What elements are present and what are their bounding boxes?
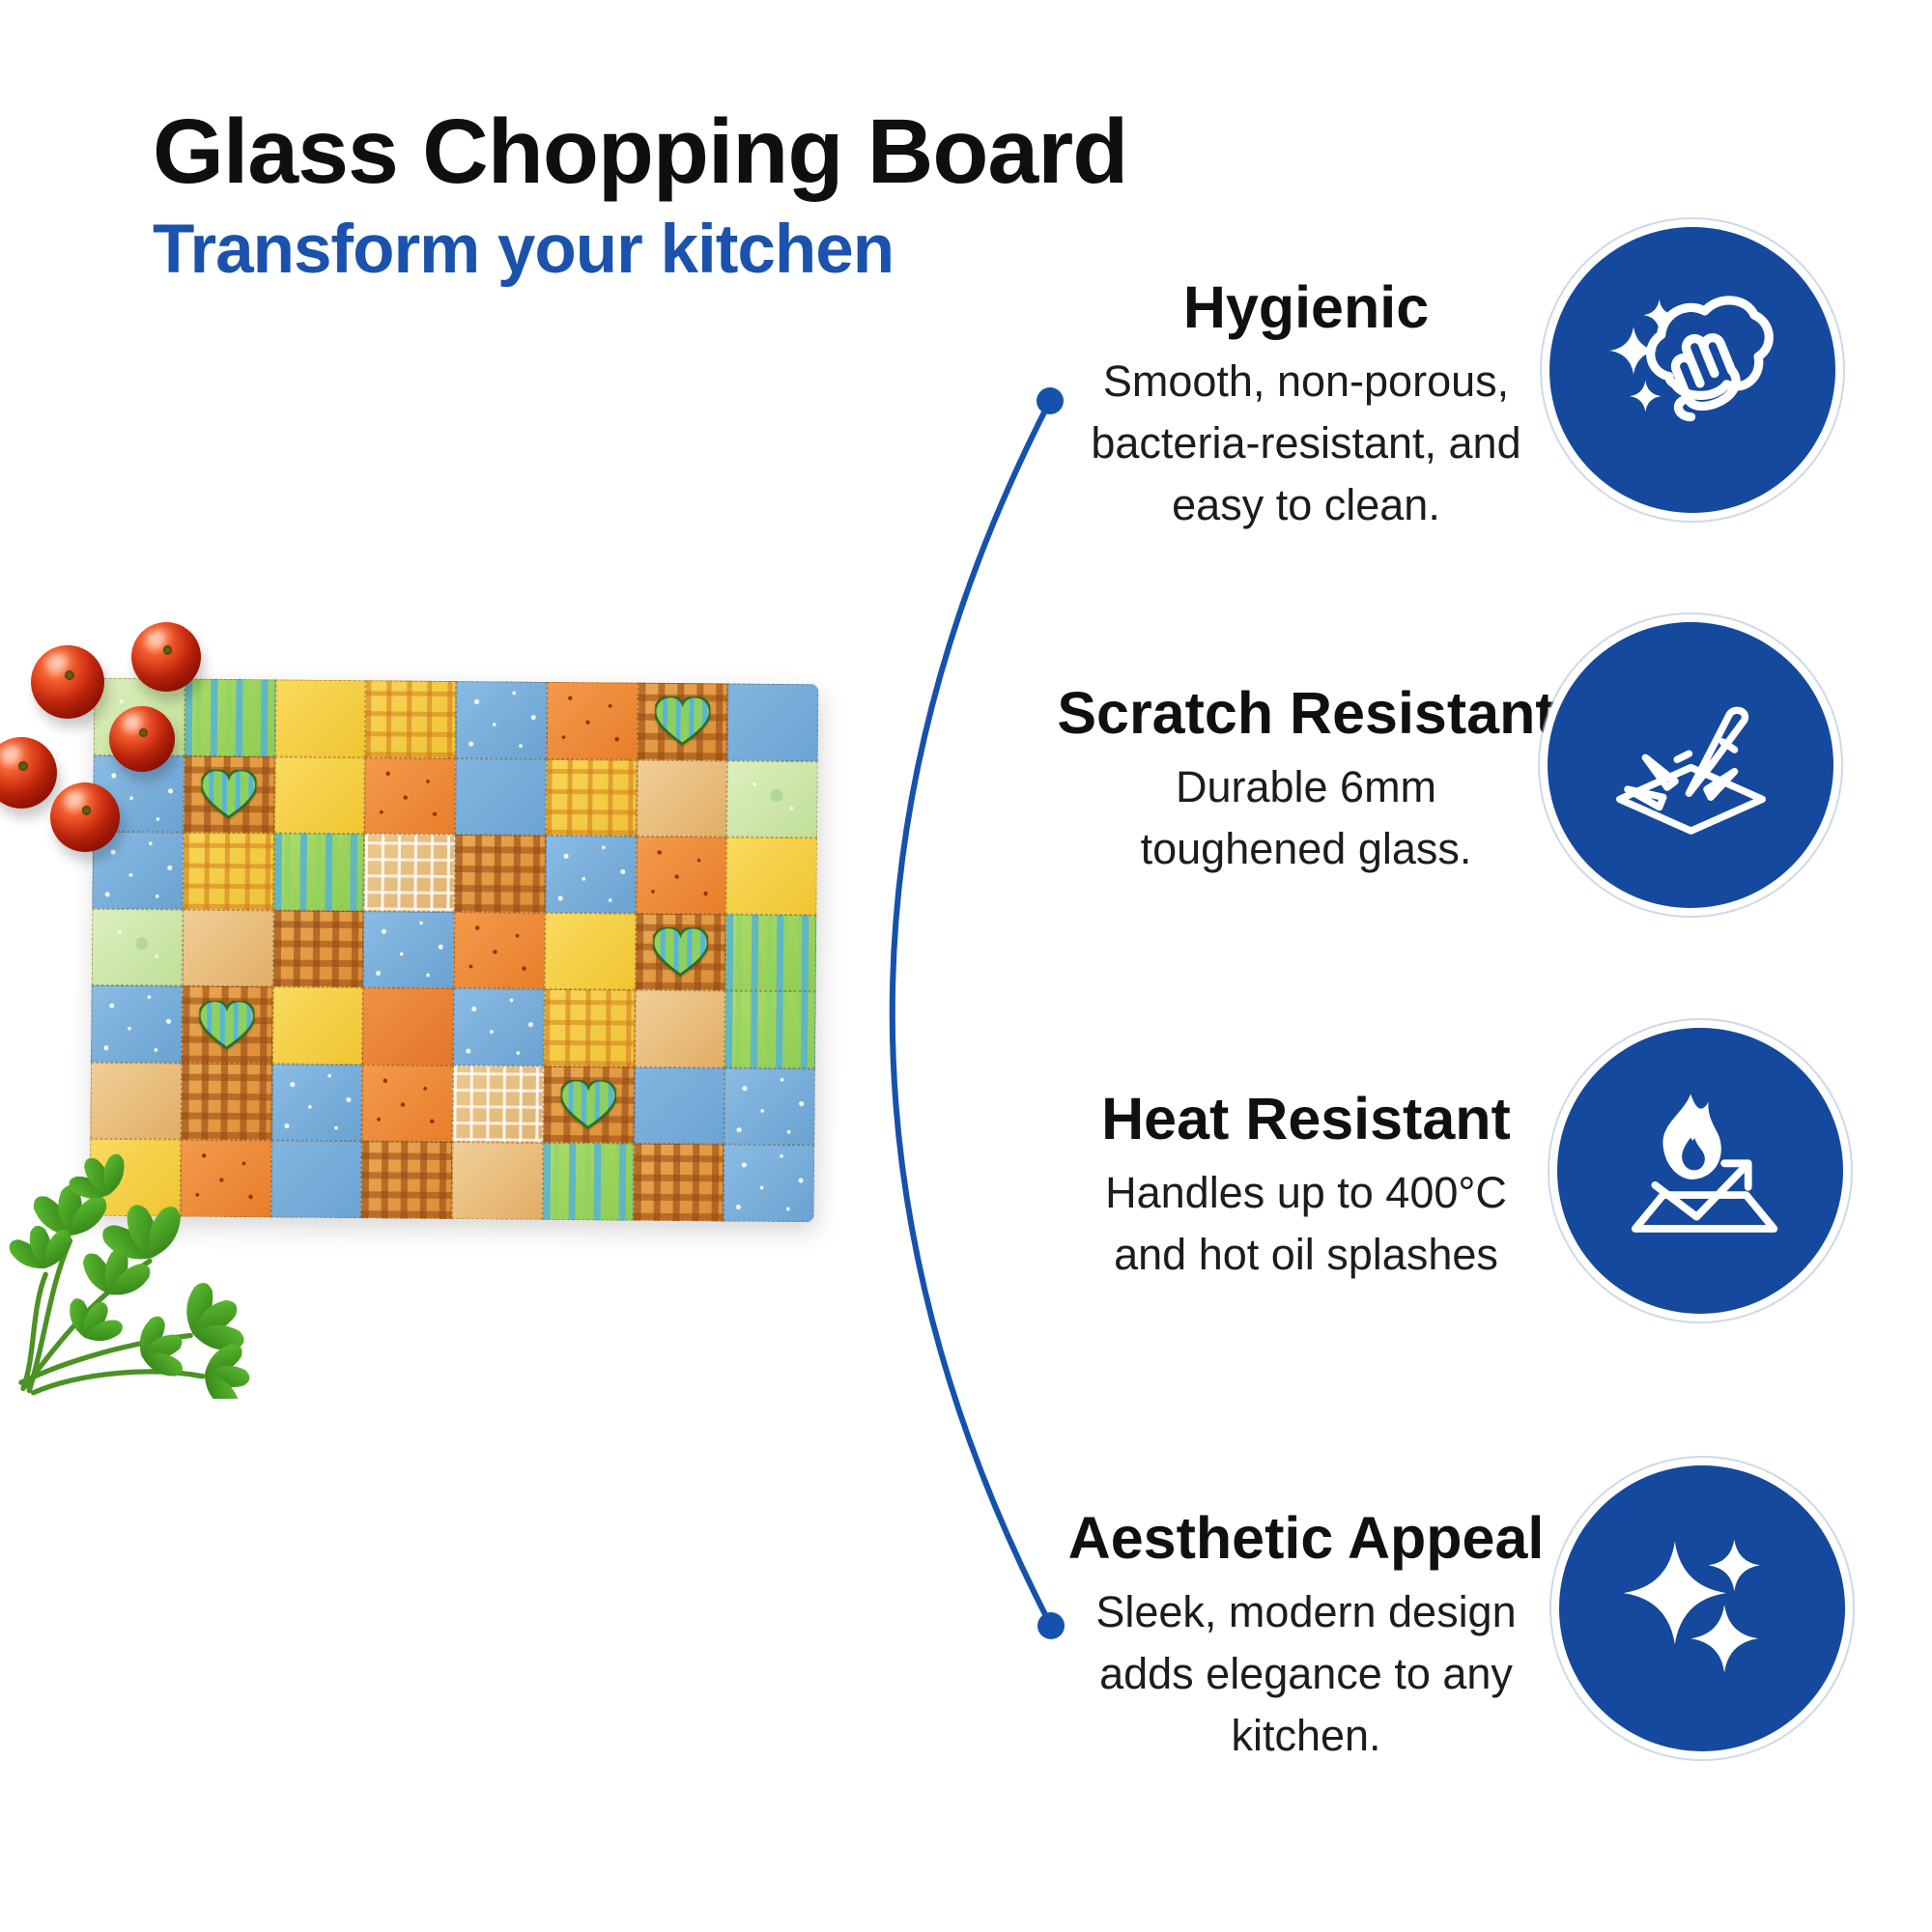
board-patch-bd: [545, 835, 637, 914]
board-patch-wp: [452, 1065, 544, 1144]
board-patch-gs: [272, 833, 365, 911]
page-subtitle: Transform your kitchen: [153, 212, 895, 288]
board-patch-bd: [455, 681, 548, 759]
board-patch-bd: [452, 988, 545, 1066]
cherry-tomato: [50, 782, 120, 852]
board-patch-bd: [723, 1144, 815, 1223]
feature-title: Heat Resistant: [1101, 1086, 1511, 1151]
feature-body: Sleek, modern design adds elegance to an…: [1095, 1587, 1517, 1760]
board-patch-yp: [545, 758, 638, 837]
feature-body: Handles up to 400°C and hot oil splashes: [1105, 1168, 1507, 1280]
heat-resistant-icon-circle: [1557, 1028, 1843, 1314]
board-patch-tn: [636, 759, 727, 838]
board-patch-op: [633, 1144, 724, 1222]
board-patch-yp: [183, 832, 274, 911]
board-patch-bl: [633, 1066, 725, 1145]
feature-heat-resistant: Heat Resistant Handles up to 400°C and h…: [1026, 1084, 1586, 1286]
board-patch-od: [364, 756, 456, 836]
cherry-tomato: [31, 645, 104, 719]
board-patch-tn: [182, 909, 273, 987]
board-patch-lg: [726, 760, 818, 838]
board-patch-od: [635, 836, 727, 915]
cherry-tomato: [109, 706, 175, 772]
board-patch-yl: [725, 837, 818, 915]
board-patch-bl: [726, 683, 819, 761]
board-patch-hp: [181, 985, 273, 1065]
feature-title: Hygienic: [1182, 274, 1430, 340]
board-patch-or: [362, 987, 454, 1065]
board-patch-bd: [362, 910, 455, 989]
feature-body: Smooth, non-porous, bacteria-resistant, …: [1091, 356, 1521, 529]
board-patch-yl: [544, 912, 636, 990]
feature-title: Scratch Resistant: [1057, 680, 1555, 746]
board-patch-hp: [543, 1065, 635, 1145]
feature-scratch-resistant: Scratch Resistant Durable 6mm toughened …: [1026, 678, 1586, 880]
board-patch-yl: [273, 755, 365, 835]
sparkles-icon: [1623, 1539, 1760, 1672]
cherry-tomato: [0, 737, 57, 809]
feature-title: Aesthetic Appeal: [1067, 1505, 1545, 1571]
board-patch-tn: [451, 1142, 544, 1220]
feature-body: Durable 6mm toughened glass.: [1140, 762, 1472, 874]
board-patch-op: [360, 1141, 453, 1219]
board-patch-od: [361, 1065, 453, 1143]
page-title: Glass Chopping Board: [153, 100, 1128, 203]
board-patch-od: [453, 911, 546, 990]
scratch-resistant-icon-circle: [1548, 622, 1833, 908]
aesthetic-appeal-icon-circle: [1559, 1465, 1845, 1751]
board-patch-lg: [91, 908, 184, 986]
parsley-garnish: [0, 1141, 261, 1399]
board-patch-bd: [724, 1067, 815, 1146]
board-patch-hp: [637, 682, 728, 761]
feature-aesthetic-appeal: Aesthetic Appeal Sleek, modern design ad…: [1026, 1503, 1586, 1767]
board-patch-yp: [364, 680, 457, 758]
board-patch-tn: [634, 989, 725, 1068]
board-patch-hp: [635, 913, 726, 991]
board-patch-bl: [455, 757, 547, 836]
board-patch-gs: [184, 678, 275, 756]
board-patch-gs: [724, 990, 816, 1069]
hygienic-icon-circle: [1549, 227, 1835, 513]
board-patch-yp: [543, 989, 636, 1067]
board-patch-od: [546, 681, 638, 760]
board-patch-op: [272, 910, 364, 988]
flame-over-surface-icon: [1631, 1094, 1777, 1233]
cherry-tomato: [131, 622, 201, 692]
knife-on-surface-icon: [1615, 706, 1766, 835]
board-patch-gs: [724, 914, 817, 992]
board-patch-hp: [183, 755, 275, 834]
board-patch-yl: [274, 679, 366, 757]
wiping-hand-sparkles-icon: [1608, 295, 1774, 421]
board-patch-op: [454, 835, 546, 913]
chopping-board-image: [89, 677, 819, 1223]
feature-hygienic: Hygienic Smooth, non-porous, bacteria-re…: [1026, 272, 1586, 536]
board-patch-wp: [363, 834, 456, 912]
board-patch-gs: [542, 1143, 634, 1221]
